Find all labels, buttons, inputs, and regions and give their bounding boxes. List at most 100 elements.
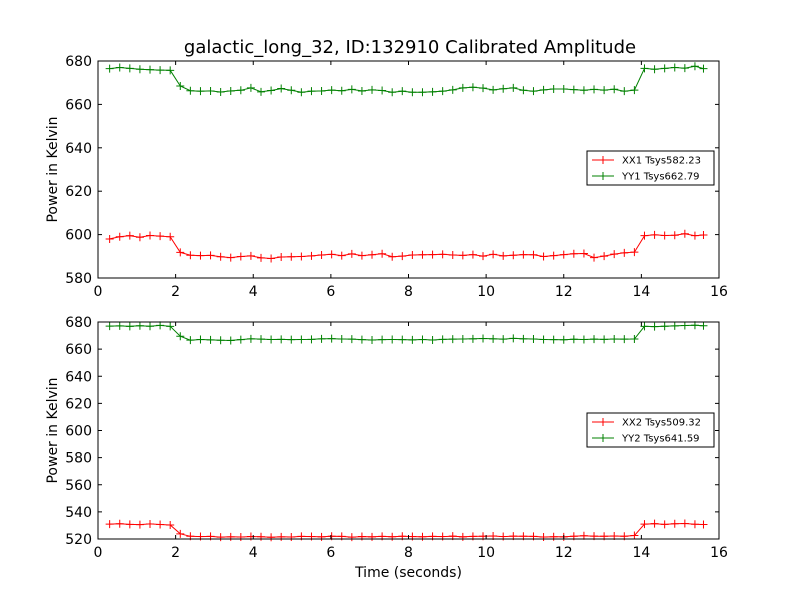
data-point bbox=[388, 335, 397, 344]
data-point bbox=[458, 83, 467, 92]
data-point bbox=[489, 250, 498, 259]
data-point bbox=[640, 322, 649, 331]
data-point bbox=[337, 251, 346, 260]
subplot-2: 0 2 4 6 8 10 12 14 16 520 540 560 580 600 620 640 660 680… bbox=[45, 315, 728, 581]
data-point bbox=[699, 64, 708, 73]
y-tick-label: 680 bbox=[65, 315, 92, 331]
data-point bbox=[559, 250, 568, 259]
x-tick-label: 4 bbox=[249, 284, 258, 300]
data-point bbox=[408, 335, 417, 344]
data-point bbox=[135, 520, 144, 529]
data-point bbox=[590, 85, 599, 94]
y-tick-label: 660 bbox=[65, 342, 92, 358]
data-point bbox=[267, 86, 276, 95]
data-point bbox=[226, 336, 235, 345]
y-tick-label: 580 bbox=[65, 271, 92, 287]
data-point bbox=[287, 86, 296, 95]
data-point bbox=[479, 334, 488, 343]
data-point bbox=[428, 87, 437, 96]
data-point bbox=[105, 234, 114, 243]
data-point bbox=[186, 251, 195, 260]
data-point bbox=[388, 252, 397, 261]
y-axis-label: Power in Kelvin bbox=[45, 116, 61, 222]
data-point bbox=[640, 64, 649, 73]
data-point bbox=[216, 252, 225, 261]
data-point bbox=[640, 520, 649, 529]
legend: XX2 Tsys509.32 YY2 Tsys641.59 bbox=[586, 412, 715, 448]
legend-marker bbox=[599, 418, 607, 426]
data-point bbox=[357, 251, 366, 260]
y-tick-label: 660 bbox=[65, 97, 92, 113]
data-point bbox=[166, 322, 175, 331]
data-point bbox=[650, 322, 659, 331]
x-tick-label: 16 bbox=[710, 284, 728, 300]
data-point bbox=[620, 335, 629, 344]
data-point bbox=[206, 86, 215, 95]
data-point bbox=[327, 334, 336, 343]
legend-marker bbox=[599, 172, 607, 180]
data-point bbox=[287, 335, 296, 344]
data-point bbox=[146, 65, 155, 74]
data-point bbox=[115, 63, 124, 72]
data-point bbox=[236, 252, 245, 261]
data-point bbox=[559, 335, 568, 344]
data-point bbox=[156, 321, 165, 330]
data-point bbox=[105, 322, 114, 331]
data-point bbox=[236, 335, 245, 344]
data-point bbox=[357, 335, 366, 344]
subplot-1: 0 2 4 6 8 10 12 14 16 580 600 620 640 660 680 Power in … bbox=[45, 54, 728, 300]
data-point bbox=[257, 87, 266, 96]
data-point bbox=[660, 231, 669, 240]
data-point bbox=[236, 532, 245, 541]
data-point bbox=[539, 335, 548, 344]
data-point bbox=[378, 86, 387, 95]
data-point bbox=[699, 321, 708, 330]
x-tick-label: 12 bbox=[555, 284, 573, 300]
data-point bbox=[479, 252, 488, 261]
x-tick-label: 10 bbox=[477, 545, 495, 561]
data-point bbox=[590, 335, 599, 344]
data-point bbox=[579, 249, 588, 258]
data-point bbox=[166, 232, 175, 241]
data-point bbox=[115, 519, 124, 528]
data-point bbox=[156, 66, 165, 75]
data-point bbox=[529, 250, 538, 259]
legend-entry: YY1 Tsys662.79 bbox=[621, 172, 700, 183]
data-point bbox=[670, 321, 679, 330]
data-point bbox=[489, 85, 498, 94]
legend-marker bbox=[599, 156, 607, 164]
data-point bbox=[448, 250, 457, 259]
data-point bbox=[660, 520, 669, 529]
data-point bbox=[176, 332, 185, 341]
chart-title: galactic_long_32, ID:132910 Calibrated A… bbox=[184, 37, 636, 58]
data-point bbox=[115, 321, 124, 330]
data-point bbox=[499, 84, 508, 93]
data-point bbox=[620, 248, 629, 257]
data-point bbox=[479, 84, 488, 93]
data-point bbox=[630, 531, 639, 540]
data-point bbox=[196, 251, 205, 260]
data-point bbox=[196, 87, 205, 96]
data-point bbox=[468, 83, 477, 92]
data-point bbox=[226, 86, 235, 95]
data-point bbox=[529, 87, 538, 96]
data-point bbox=[539, 252, 548, 261]
data-point bbox=[529, 334, 538, 343]
data-point bbox=[125, 64, 134, 73]
data-point bbox=[499, 335, 508, 344]
y-tick-label: 600 bbox=[65, 228, 92, 244]
data-point bbox=[418, 88, 427, 97]
data-point bbox=[699, 520, 708, 529]
data-point bbox=[418, 250, 427, 259]
data-point bbox=[640, 231, 649, 240]
data-point bbox=[267, 533, 276, 542]
data-point bbox=[307, 87, 316, 96]
data-point bbox=[388, 88, 397, 97]
data-point bbox=[630, 86, 639, 95]
data-point bbox=[186, 86, 195, 95]
data-point bbox=[216, 336, 225, 345]
data-point bbox=[549, 84, 558, 93]
data-point bbox=[509, 251, 518, 260]
data-point bbox=[105, 64, 114, 73]
